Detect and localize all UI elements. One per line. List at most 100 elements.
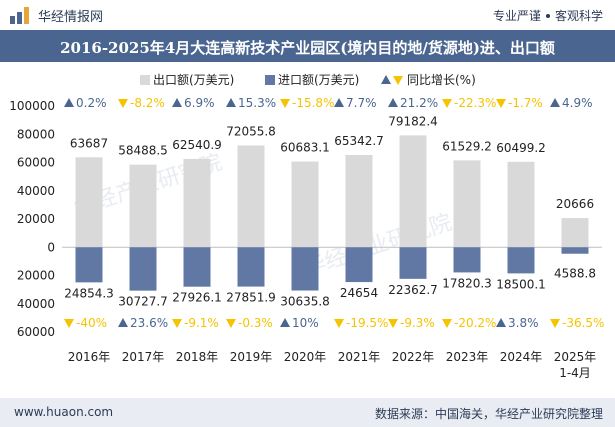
import-bar xyxy=(561,247,589,254)
export-growth-label: -15.8% xyxy=(292,96,334,110)
import-growth-label: -0.3% xyxy=(238,316,273,330)
import-growth-up-icon xyxy=(496,318,506,327)
x-tick-label: 1-4月 xyxy=(559,366,591,380)
legend-growth-label: 同比增长(%) xyxy=(407,73,476,87)
import-growth-label: 10% xyxy=(292,316,319,330)
export-growth-label: -8.2% xyxy=(130,96,165,110)
import-growth-down-icon xyxy=(226,319,236,328)
export-value-label: 60499.2 xyxy=(496,141,546,155)
export-growth-up-icon xyxy=(64,98,74,107)
import-bar xyxy=(237,247,265,287)
y-tick-label: 100000 xyxy=(9,99,55,113)
export-growth-down-icon xyxy=(496,99,506,108)
import-growth-label: 3.8% xyxy=(508,316,539,330)
y-tick-label: 20000 xyxy=(17,212,55,226)
export-growth-label: -22.3% xyxy=(454,96,496,110)
chart-title: 2016-2025年4月大连高新技术产业园区(境内目的地/货源地)进、出口额 xyxy=(60,39,555,57)
import-value-label: 18500.1 xyxy=(496,277,546,291)
y-tick-label: 80000 xyxy=(17,127,55,141)
x-axis: 2016年 2017年 2018年 2019年 2020年 2021年 2022年 2023年… xyxy=(68,350,597,380)
footer-source: 数据来源：中国海关，华经产业研究院整理 xyxy=(374,407,603,421)
chart-legend: 出口额(万美元) 进口额(万美元) 同比增长(%) xyxy=(140,73,476,87)
x-tick-label: 2016年 xyxy=(68,350,111,364)
export-bar xyxy=(75,157,103,248)
tagline-1: 专业严谨 xyxy=(492,9,541,23)
y-tick-label: 40000 xyxy=(17,184,55,198)
import-growth-label: -9.3% xyxy=(400,316,435,330)
import-growth-label: -40% xyxy=(76,316,107,330)
import-bar xyxy=(75,247,103,283)
export-growth-label: 21.2% xyxy=(400,96,438,110)
x-tick-label: 2020年 xyxy=(284,350,327,364)
import-growth-up-icon xyxy=(280,318,290,327)
bars-layer xyxy=(75,135,589,291)
legend-growth-down-icon xyxy=(393,76,403,85)
x-tick-label: 2022年 xyxy=(392,350,435,364)
brand-name: 华经情报网 xyxy=(38,10,104,25)
export-bar xyxy=(561,218,589,248)
export-growth-up-icon xyxy=(172,98,182,107)
export-growth-label: 7.7% xyxy=(346,96,377,110)
export-growth-label: 15.3% xyxy=(238,96,276,110)
export-growth-label: 0.2% xyxy=(76,96,107,110)
export-value-label: 61529.2 xyxy=(442,139,492,153)
brand[interactable]: 华经情报网 xyxy=(10,6,103,25)
y-tick-label: 60000 xyxy=(17,156,55,170)
import-bar xyxy=(291,247,319,291)
export-value-label: 58488.5 xyxy=(118,144,168,158)
export-growth-label: 6.9% xyxy=(184,96,215,110)
legend-export-label: 出口额(万美元) xyxy=(153,73,234,87)
import-bar xyxy=(399,247,427,279)
import-value-label: 30635.8 xyxy=(280,295,330,309)
import-growth-down-icon xyxy=(388,319,398,328)
export-growth-label: -1.7% xyxy=(508,96,543,110)
x-tick-label: 2018年 xyxy=(176,350,219,364)
export-bar xyxy=(183,158,211,248)
export-value-label: 20666 xyxy=(556,197,594,211)
export-bar xyxy=(345,154,373,248)
export-growth-up-icon xyxy=(226,98,236,107)
import-bar xyxy=(507,247,535,274)
import-growth-up-icon xyxy=(118,318,128,327)
export-bar xyxy=(399,135,427,248)
export-growth-down-icon xyxy=(442,99,452,108)
export-value-label: 65342.7 xyxy=(334,134,384,148)
export-growth-down-icon xyxy=(118,99,128,108)
export-value-label: 62540.9 xyxy=(172,138,222,152)
export-growth-up-icon xyxy=(388,98,398,107)
x-tick-label: 2024年 xyxy=(500,350,543,364)
import-growth-label: 23.6% xyxy=(130,316,168,330)
import-bar xyxy=(453,247,481,273)
x-tick-label: 2019年 xyxy=(230,350,273,364)
x-tick-label: 2017年 xyxy=(122,350,165,364)
import-growth-label: -20.2% xyxy=(454,316,496,330)
x-tick-label: 2021年 xyxy=(338,350,381,364)
import-value-label: 27851.9 xyxy=(226,291,276,305)
import-growth-down-icon xyxy=(64,319,74,328)
import-bar xyxy=(345,247,373,283)
import-value-label: 30727.7 xyxy=(118,295,168,309)
import-value-label: 24654 xyxy=(340,286,378,300)
title-band: 2016-2025年4月大连高新技术产业园区(境内目的地/货源地)进、出口额 xyxy=(0,30,615,62)
import-bar xyxy=(183,247,211,287)
export-growth-up-icon xyxy=(550,98,560,107)
export-bar xyxy=(507,161,535,248)
y-tick-label: 0 xyxy=(47,240,55,254)
separator-dot-icon xyxy=(545,13,550,18)
export-growth-up-icon xyxy=(334,98,344,107)
export-value-label: 79182.4 xyxy=(388,114,438,128)
import-growth-label: -19.5% xyxy=(346,316,388,330)
import-growth-down-icon xyxy=(172,319,182,328)
legend-export-swatch xyxy=(140,75,150,85)
tagline: 专业严谨 客观科学 xyxy=(493,7,603,24)
import-bar xyxy=(129,247,157,291)
export-bar xyxy=(291,161,319,248)
labels-layer: 63687 58488.5 62540.9 72055.8 60683.1 65342.7… xyxy=(64,96,604,330)
export-value-label: 63687 xyxy=(70,136,108,150)
y-tick-label: 60000 xyxy=(17,325,55,339)
export-bar xyxy=(453,160,481,248)
export-growth-down-icon xyxy=(280,99,290,108)
footer-website[interactable]: www.huaon.com xyxy=(14,405,114,419)
export-value-label: 60683.1 xyxy=(280,141,330,155)
